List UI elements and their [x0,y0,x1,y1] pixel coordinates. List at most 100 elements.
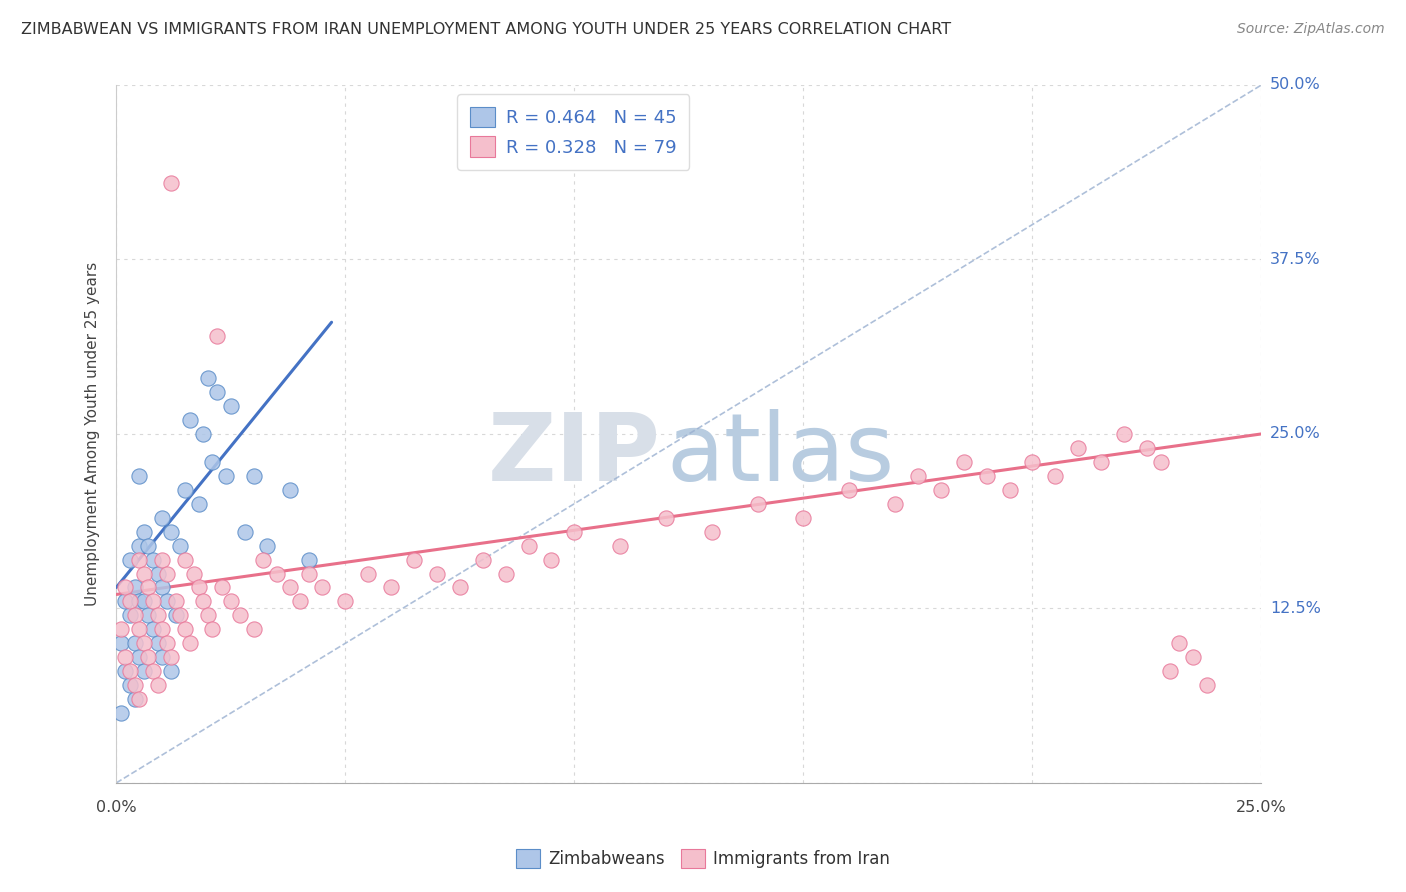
Point [655,510,678,524]
Point [233,524,256,539]
Point [540,552,562,566]
Point [124,636,146,650]
Point [160,524,183,539]
Text: Source: ZipAtlas.com: Source: ZipAtlas.com [1237,22,1385,37]
Point [142,623,165,637]
Point [219,594,242,608]
Point [564,524,586,539]
Point [1159,664,1181,678]
Point [1181,650,1204,665]
Point [298,552,321,566]
Point [205,329,228,343]
Point [160,176,183,190]
Text: 25.0%: 25.0% [1236,799,1286,814]
Point [1150,455,1173,469]
Point [215,468,238,483]
Text: 37.5%: 37.5% [1270,252,1320,267]
Point [449,581,471,595]
Point [174,623,197,637]
Point [211,581,233,595]
Point [146,678,169,692]
Point [183,566,205,581]
Point [426,566,449,581]
Point [150,581,173,595]
Point [132,636,155,650]
Point [146,566,169,581]
Point [1112,426,1135,441]
Point [160,650,183,665]
Point [110,636,132,650]
Point [179,636,201,650]
Point [1067,441,1090,455]
Point [165,594,187,608]
Point [160,664,183,678]
Point [110,623,132,637]
Point [169,539,191,553]
Point [150,552,173,566]
Point [280,581,302,595]
Point [1168,636,1191,650]
Text: 0.0%: 0.0% [96,799,136,814]
Point [174,483,197,497]
Point [165,608,187,623]
Point [700,524,723,539]
Point [114,594,136,608]
Legend: R = 0.464   N = 45, R = 0.328   N = 79: R = 0.464 N = 45, R = 0.328 N = 79 [457,94,689,170]
Point [1021,455,1043,469]
Point [156,594,179,608]
Point [838,483,860,497]
Point [252,552,274,566]
Text: 50.0%: 50.0% [1270,78,1320,93]
Text: 12.5%: 12.5% [1270,601,1320,615]
Point [288,594,311,608]
Point [976,468,998,483]
Point [124,581,146,595]
Point [884,497,907,511]
Text: ZIP: ZIP [488,409,661,500]
Point [193,594,215,608]
Point [1195,678,1218,692]
Point [335,594,357,608]
Point [128,623,150,637]
Point [138,608,160,623]
Point [156,566,179,581]
Point [114,664,136,678]
Point [132,594,155,608]
Point [138,650,160,665]
Point [907,468,929,483]
Point [174,552,197,566]
Point [298,566,321,581]
Point [1090,455,1112,469]
Point [118,608,141,623]
Point [197,371,219,385]
Point [156,636,179,650]
Point [128,468,150,483]
Point [256,539,278,553]
Point [266,566,288,581]
Point [142,664,165,678]
Point [132,566,155,581]
Point [229,608,252,623]
Point [150,510,173,524]
Text: ZIMBABWEAN VS IMMIGRANTS FROM IRAN UNEMPLOYMENT AMONG YOUTH UNDER 25 YEARS CORRE: ZIMBABWEAN VS IMMIGRANTS FROM IRAN UNEMP… [21,22,952,37]
Point [357,566,380,581]
Point [205,385,228,400]
Point [201,455,224,469]
Point [495,566,517,581]
Point [197,608,219,623]
Point [747,497,769,511]
Text: atlas: atlas [666,409,894,500]
Point [128,692,150,706]
Point [142,552,165,566]
Point [110,706,132,720]
Point [114,650,136,665]
Point [118,678,141,692]
Point [201,623,224,637]
Point [124,608,146,623]
Point [187,581,209,595]
Text: 25.0%: 25.0% [1270,426,1320,442]
Point [998,483,1021,497]
Point [193,426,215,441]
Point [146,636,169,650]
Point [146,608,169,623]
